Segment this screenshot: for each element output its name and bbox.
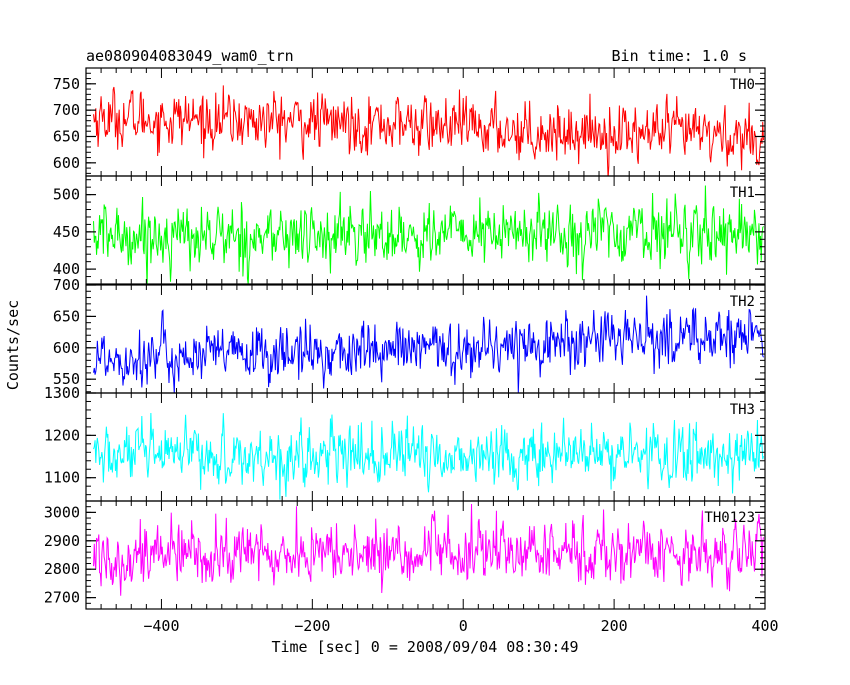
series-line-th0123: [93, 503, 764, 596]
x-tick-label: −200: [294, 617, 330, 635]
panel-th0123: 2700 2800 2900 3000 TH0123: [44, 500, 766, 610]
series-line-th0: [93, 85, 764, 176]
y-tick-label: 600: [53, 154, 80, 172]
x-tick-label: 200: [601, 617, 628, 635]
panel-frame: [85, 500, 766, 610]
panel-th2: 550 600 650 700 TH2: [53, 276, 766, 394]
y-tick-label: 600: [53, 339, 80, 357]
chart-title: ae080904083049_wam0_trn: [86, 47, 294, 65]
y-tick-label: 2800: [44, 560, 80, 578]
y-tick-label: 3000: [44, 503, 80, 521]
y-tick-label: 1300: [44, 384, 80, 402]
y-tick-label: 2900: [44, 532, 80, 550]
panel-label: TH3: [730, 402, 755, 418]
panel-frame: [85, 175, 766, 285]
series-line-th3: [93, 412, 764, 500]
panel-label: TH1: [730, 185, 755, 201]
series-line-th2: [93, 295, 764, 393]
x-axis-title: Time [sec] 0 = 2008/09/04 08:30:49: [271, 638, 578, 656]
panels-group: 600 650 700 750 TH0 400 450 500 TH1 550 600 650 700 T…: [44, 67, 779, 635]
y-tick-label: 450: [53, 223, 80, 241]
x-tick-label: 400: [751, 617, 778, 635]
panel-th0: 600 650 700 750 TH0: [53, 67, 766, 177]
y-tick-label: 500: [53, 186, 80, 204]
y-tick-label: 750: [53, 75, 80, 93]
y-tick-label: 2700: [44, 589, 80, 607]
panel-th3: 1100 1200 1300 TH3: [44, 384, 766, 502]
y-tick-label: 400: [53, 260, 80, 278]
panel-label: TH2: [730, 294, 755, 310]
y-tick-label: 650: [53, 127, 80, 145]
x-tick-label: 0: [459, 617, 468, 635]
y-tick-label: 700: [53, 276, 80, 294]
y-tick-label: 1100: [44, 469, 80, 487]
series-line-th1: [93, 185, 764, 284]
panel-label: TH0: [730, 77, 755, 93]
y-tick-label: 700: [53, 101, 80, 119]
y-axis-title: Counts/sec: [4, 300, 22, 390]
panel-th1: 400 450 500 TH1: [53, 175, 766, 285]
y-tick-label: 550: [53, 370, 80, 388]
y-tick-label: 1200: [44, 426, 80, 444]
x-tick-label: −400: [143, 617, 179, 635]
bin-time-label: Bin time: 1.0 s: [612, 47, 747, 65]
panel-label: TH0123: [704, 510, 755, 526]
y-tick-label: 650: [53, 307, 80, 325]
